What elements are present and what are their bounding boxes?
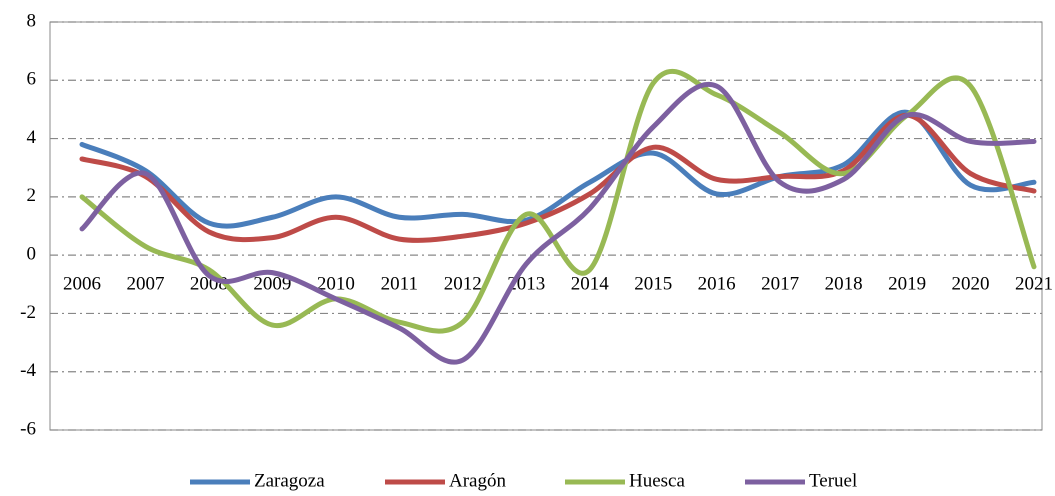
- y-tick-label: 4: [27, 127, 37, 148]
- x-tick-label: 2018: [825, 274, 863, 295]
- x-tick-label: 2009: [253, 274, 291, 295]
- x-tick-label: 2010: [317, 274, 355, 295]
- y-tick-label: -6: [20, 418, 36, 439]
- y-tick-label: -4: [20, 360, 36, 381]
- series-line: [79, 81, 1037, 365]
- legend-label: Aragón: [449, 470, 506, 491]
- y-tick-label: 8: [27, 10, 37, 31]
- x-tick-label: 2006: [63, 274, 101, 295]
- x-tick-label: 2015: [634, 274, 672, 295]
- x-tick-label: 2019: [888, 274, 926, 295]
- y-tick-label: 0: [27, 244, 37, 265]
- x-tick-label: 2007: [126, 274, 164, 295]
- series-line: [79, 112, 1037, 243]
- legend-label: Zaragoza: [254, 470, 325, 491]
- x-tick-label: 2017: [761, 274, 799, 295]
- x-tick-label: 2016: [698, 274, 736, 295]
- legend-label: Teruel: [809, 470, 857, 491]
- y-tick-label: -2: [20, 302, 36, 323]
- y-tick-label: 6: [27, 69, 37, 90]
- x-tick-label: 2020: [952, 274, 990, 295]
- x-tick-label: 2021: [1015, 274, 1053, 295]
- x-tick-label: 2011: [381, 274, 418, 295]
- plot-border: [49, 21, 1043, 431]
- x-tick-label: 2012: [444, 274, 482, 295]
- y-tick-label: 2: [27, 185, 37, 206]
- series-line: [79, 109, 1037, 229]
- legend-label: Huesca: [629, 470, 685, 491]
- x-tick-label: 2014: [571, 274, 610, 295]
